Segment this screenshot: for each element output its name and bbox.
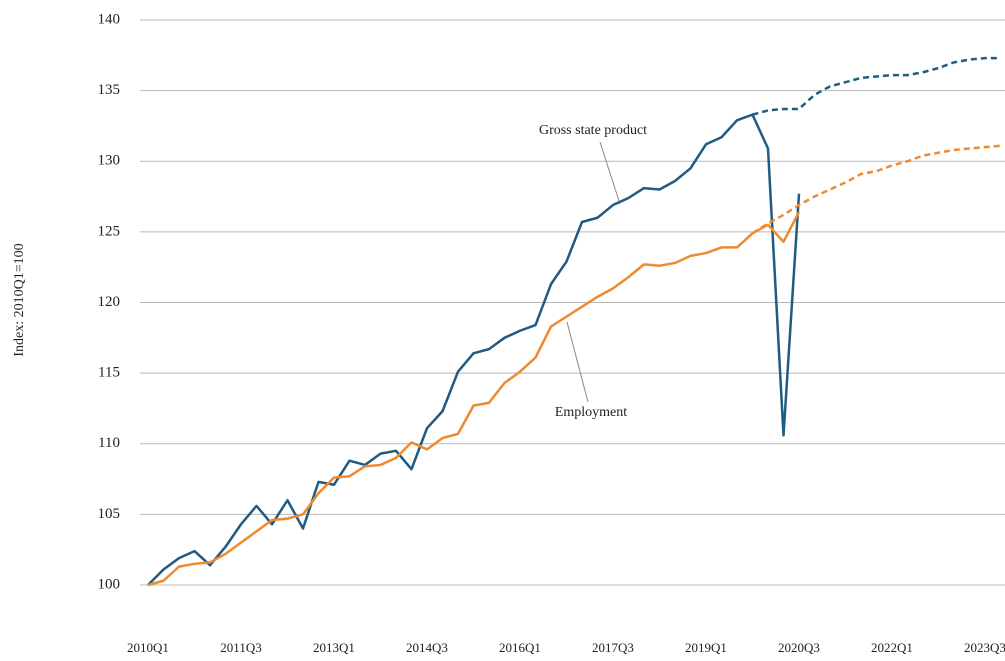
series-annotation: Gross state product bbox=[539, 123, 647, 138]
y-tick-label: 100 bbox=[98, 576, 121, 592]
x-tick-label: 2017Q3 bbox=[592, 640, 634, 655]
x-tick-label: 2019Q1 bbox=[685, 640, 727, 655]
y-tick-label: 110 bbox=[98, 435, 120, 451]
x-tick-label: 2013Q1 bbox=[313, 640, 355, 655]
y-tick-label: 105 bbox=[98, 506, 121, 522]
y-tick-label: 135 bbox=[98, 82, 121, 98]
series-line bbox=[147, 211, 801, 587]
series-annotation: Employment bbox=[555, 405, 627, 420]
x-tick-label: 2010Q1 bbox=[127, 640, 169, 655]
y-axis-title: Index: 2010Q1=100 bbox=[12, 243, 27, 356]
x-tick-label: 2016Q1 bbox=[499, 640, 541, 655]
leader-line bbox=[566, 321, 589, 403]
x-tick-label: 2023Q3 bbox=[964, 640, 1005, 655]
y-tick-label: 120 bbox=[98, 294, 121, 310]
leader-line bbox=[599, 141, 621, 205]
y-tick-label: 140 bbox=[98, 11, 121, 27]
forecast-line bbox=[751, 144, 1001, 235]
y-tick-label: 125 bbox=[98, 223, 121, 239]
y-tick-label: 115 bbox=[98, 365, 120, 381]
y-tick-label: 130 bbox=[98, 153, 121, 169]
x-tick-label: 2014Q3 bbox=[406, 640, 448, 655]
x-tick-label: 2020Q3 bbox=[778, 640, 820, 655]
forecast-line bbox=[752, 56, 1001, 116]
series-line bbox=[147, 113, 801, 586]
x-tick-label: 2022Q1 bbox=[871, 640, 913, 655]
x-tick-label: 2011Q3 bbox=[220, 640, 261, 655]
